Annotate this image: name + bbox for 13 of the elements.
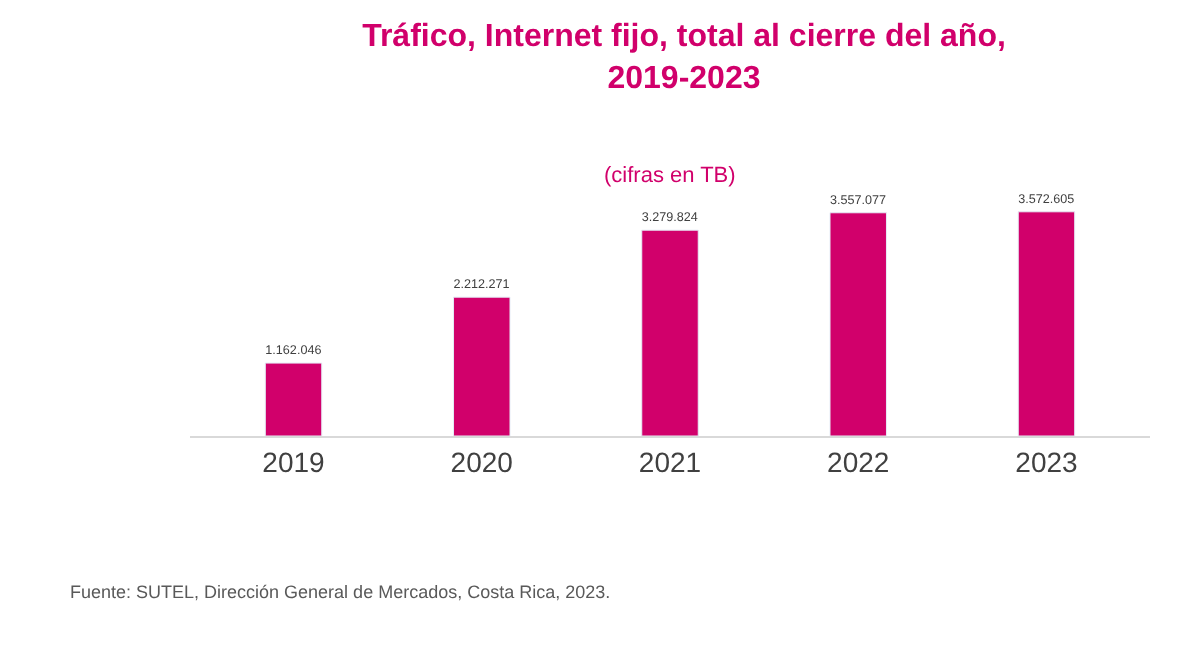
x-tick-label: 2019 (262, 445, 326, 478)
chart-title: Tráfico, Internet fijo, total al cierre del año, 2019-2023 (362, 19, 1006, 96)
bar (264, 362, 323, 436)
chart-subtitle: (cifras en TB) (604, 164, 736, 188)
bar (453, 296, 511, 436)
bar (829, 212, 887, 436)
x-tick-label: 2020 (450, 445, 514, 478)
x-tick-label: 2022 (827, 445, 890, 478)
bar (1017, 211, 1076, 436)
x-tick-label: 2021 (638, 445, 702, 478)
x-tick-label: 2023 (1015, 445, 1079, 478)
source-note: Fuente: SUTEL, Dirección General de Mercados, Costa Rica, 2023. (70, 582, 611, 602)
bar (641, 229, 699, 436)
